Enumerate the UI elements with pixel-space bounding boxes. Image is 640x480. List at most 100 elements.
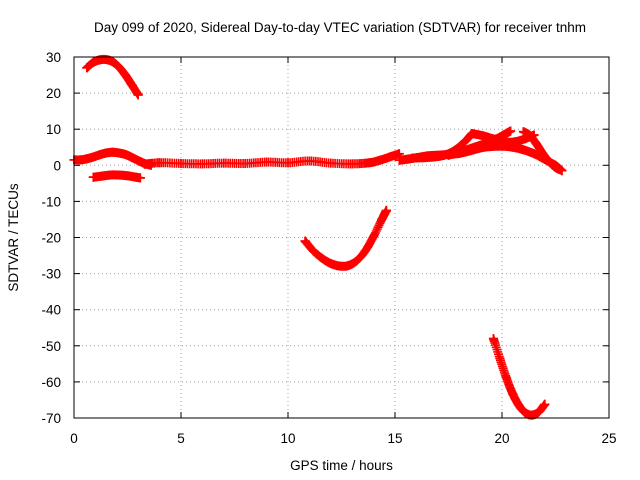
y-tick-label: -30 — [41, 267, 61, 282]
data-point — [369, 231, 379, 241]
series-arc-11 — [518, 127, 565, 175]
data-point — [454, 148, 464, 158]
data-point — [326, 258, 336, 268]
y-axis-label: SDTVAR / TECUs — [6, 183, 21, 292]
x-tick-label: 15 — [387, 431, 402, 446]
series-markers — [140, 149, 404, 169]
data-point — [108, 57, 118, 67]
x-tick-label: 25 — [601, 431, 616, 446]
x-tick-label: 10 — [280, 431, 295, 446]
data-point — [262, 157, 272, 167]
y-tick-label: 0 — [53, 158, 61, 173]
data-point — [240, 158, 250, 168]
data-point — [304, 156, 314, 166]
data-point — [488, 134, 498, 144]
data-point — [386, 152, 396, 162]
data-point — [120, 70, 130, 80]
data-point — [525, 130, 535, 140]
data-point — [461, 136, 471, 146]
data-point — [88, 172, 98, 182]
y-tick-label: 30 — [46, 50, 61, 65]
x-tick-label: 5 — [177, 431, 185, 446]
data-point — [544, 157, 554, 167]
data-point — [486, 142, 496, 152]
data-point — [555, 165, 565, 175]
data-point — [478, 131, 488, 141]
data-point — [467, 129, 477, 139]
data-point — [75, 155, 85, 165]
y-tick-label: -10 — [41, 194, 61, 209]
data-point — [529, 149, 539, 159]
x-tick-label: 0 — [70, 431, 78, 446]
data-point — [123, 171, 132, 181]
data-point — [375, 155, 385, 165]
data-point — [351, 256, 361, 266]
series-arc-4 — [140, 149, 404, 169]
data-point — [140, 159, 150, 169]
series-arc-2 — [69, 147, 156, 170]
data-point — [82, 154, 92, 164]
y-tick-label: -70 — [41, 411, 61, 426]
series-arc-5 — [300, 205, 391, 271]
data-point — [476, 143, 486, 153]
data-point — [508, 389, 518, 399]
data-point — [518, 145, 528, 155]
data-point — [300, 236, 310, 246]
data-point — [120, 149, 130, 159]
x-tick-label: 20 — [494, 431, 509, 446]
data-point — [407, 153, 417, 163]
data-point — [518, 127, 528, 137]
data-point — [465, 145, 475, 155]
data-point — [219, 158, 229, 168]
y-tick-label: -50 — [41, 339, 61, 354]
data-point — [155, 158, 165, 168]
data-point — [133, 156, 143, 166]
data-point — [540, 399, 550, 409]
data-point — [114, 170, 124, 180]
axis-ticks: 0 5 10 15 20 25 -70 -60 -50 -40 -30 -20 -10 0 10 20 30 — [41, 50, 616, 446]
data-point — [127, 152, 137, 162]
data-point — [105, 170, 115, 180]
data-point — [533, 407, 543, 417]
data-point — [521, 408, 531, 418]
data-point — [317, 253, 327, 263]
data-point — [499, 137, 509, 147]
data-point — [135, 173, 145, 183]
data-point — [114, 62, 124, 72]
data-point — [506, 126, 516, 136]
data-point — [429, 152, 439, 162]
data-point — [347, 159, 357, 169]
data-point — [360, 246, 370, 256]
data-point — [501, 373, 511, 383]
data-point — [326, 158, 336, 168]
data-point — [95, 150, 105, 160]
data-point — [88, 152, 98, 162]
series-markers — [300, 205, 391, 271]
y-tick-label: 10 — [46, 122, 61, 137]
y-tick-label: 20 — [46, 86, 61, 101]
x-axis-label: GPS time / hours — [290, 458, 393, 473]
data-point — [343, 261, 353, 271]
data-point — [377, 214, 387, 224]
data-point — [97, 171, 107, 181]
data-point — [88, 57, 98, 67]
data-point — [488, 334, 498, 344]
data-point — [133, 90, 143, 100]
data-point — [82, 63, 92, 73]
data-point — [510, 137, 520, 147]
data-point — [309, 246, 319, 256]
chart-title: Day 099 of 2020, Sidereal Day-to-day VTE… — [94, 20, 586, 35]
series-arc-1 — [82, 54, 143, 100]
data-point — [418, 153, 428, 163]
data-point — [551, 162, 560, 172]
data-point — [176, 158, 186, 168]
data-point — [514, 401, 524, 411]
series-arc-3 — [88, 170, 145, 183]
y-tick-label: -20 — [41, 231, 61, 246]
data-point — [444, 150, 453, 160]
data-point — [531, 139, 541, 149]
data-point — [394, 155, 404, 165]
data-plot-area — [69, 54, 567, 420]
data-point — [381, 205, 391, 215]
